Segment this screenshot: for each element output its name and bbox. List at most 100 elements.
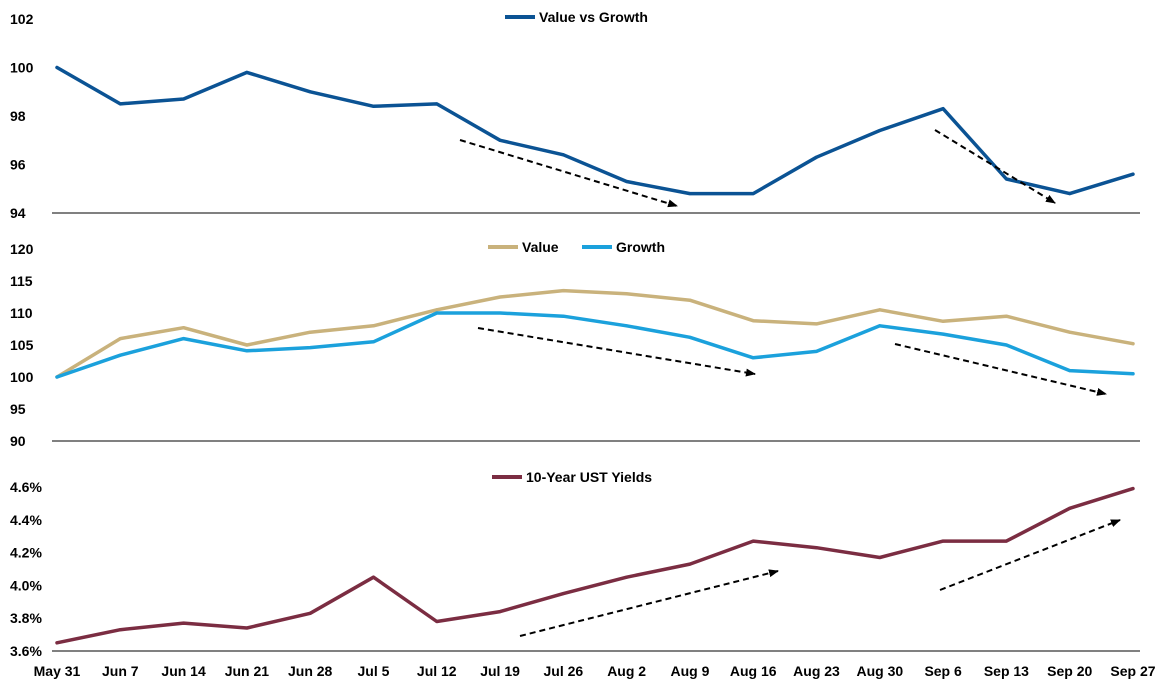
legend-label: Value vs Growth: [539, 9, 648, 25]
series-point: [1068, 506, 1072, 510]
series-point: [55, 375, 59, 379]
series-point: [941, 332, 945, 336]
series-point: [435, 102, 439, 106]
series-line-growth: [55, 311, 1135, 379]
series-point: [308, 346, 312, 350]
x-tick-label: Jul 26: [544, 663, 584, 679]
series-point: [118, 102, 122, 106]
series-point: [815, 155, 819, 159]
x-tick-label: Jun 14: [161, 663, 206, 679]
trend-arrow: [519, 569, 779, 637]
x-tick-label: Jul 5: [358, 663, 390, 679]
series-point: [1004, 539, 1008, 543]
trend-arrow: [934, 129, 1056, 204]
x-tick-label: Jun 21: [225, 663, 270, 679]
trend-arrow: [939, 519, 1121, 591]
trend-arrow: [894, 343, 1107, 396]
x-tick-label: Jul 19: [480, 663, 520, 679]
series-point: [308, 90, 312, 94]
series-point: [688, 192, 692, 196]
legend-label: 10-Year UST Yields: [526, 469, 652, 485]
series-point: [1004, 314, 1008, 318]
x-tick-label: Sep 13: [984, 663, 1029, 679]
series-point: [941, 107, 945, 111]
series-point: [245, 349, 249, 353]
x-tick-label: Aug 30: [856, 663, 903, 679]
series-point: [625, 292, 629, 296]
series-point: [688, 562, 692, 566]
series-point: [435, 311, 439, 315]
panel-3-y-tick-label: 4.6%: [10, 479, 42, 495]
x-tick-label: Jul 12: [417, 663, 457, 679]
series-point: [1068, 192, 1072, 196]
x-tick-label: Aug 2: [607, 663, 646, 679]
series-point: [1131, 372, 1135, 376]
series-point: [371, 324, 375, 328]
series-point: [751, 192, 755, 196]
series-point: [55, 66, 59, 69]
panel-3-y-tick-label: 4.4%: [10, 512, 42, 528]
panel-2-y-tick-label: 105: [10, 337, 34, 353]
series-point: [1131, 342, 1135, 346]
series-point: [625, 324, 629, 328]
series-point: [561, 314, 565, 318]
series-line-value: [55, 288, 1135, 379]
series-point: [308, 330, 312, 334]
series-point: [815, 546, 819, 550]
series-point: [245, 626, 249, 630]
panel-3-y-tick-label: 3.8%: [10, 610, 42, 626]
x-tick-label: Jun 28: [288, 663, 333, 679]
series-point: [498, 610, 502, 614]
series-point: [371, 340, 375, 344]
series-point: [1068, 330, 1072, 334]
series-point: [878, 308, 882, 312]
panel-2-y-tick-label: 90: [10, 433, 26, 449]
series-point: [1004, 177, 1008, 181]
x-tick-label: Sep 20: [1047, 663, 1092, 679]
series-point: [245, 70, 249, 74]
series-point: [435, 619, 439, 623]
series-point: [751, 539, 755, 543]
series-point: [55, 641, 59, 645]
series-point: [498, 295, 502, 299]
series-point: [751, 319, 755, 323]
series-point: [1068, 369, 1072, 373]
x-tick-label: May 31: [34, 663, 81, 679]
series-point: [625, 575, 629, 579]
legend-label: Value: [522, 239, 559, 255]
panel-3-y-tick-label: 4.0%: [10, 577, 42, 593]
x-tick-label: Aug 9: [670, 663, 709, 679]
panel-3-y-tick-label: 4.2%: [10, 545, 42, 561]
panel-1-y-tick-label: 100: [10, 60, 34, 76]
series-point: [1131, 487, 1135, 491]
series-point: [625, 179, 629, 183]
series-point: [815, 349, 819, 353]
series-point: [182, 337, 186, 341]
panel-2-y-tick-label: 110: [10, 305, 33, 321]
series-line-value-vs-growth: [55, 65, 1135, 196]
panel-1-y-tick-label: 98: [10, 108, 26, 124]
panel-3-y-tick-label: 3.6%: [10, 643, 42, 659]
series-point: [118, 353, 122, 357]
series-point: [815, 322, 819, 326]
series-point: [118, 337, 122, 341]
panel-1-y-tick-label: 94: [10, 205, 26, 221]
series-point: [688, 298, 692, 302]
series-point: [878, 129, 882, 133]
panel-2-y-tick-label: 100: [10, 369, 34, 385]
series-point: [1004, 343, 1008, 347]
x-tick-label: Sep 6: [924, 663, 962, 679]
series-point: [878, 324, 882, 328]
series-point: [561, 289, 565, 293]
series-point: [561, 592, 565, 596]
series-point: [371, 104, 375, 108]
panel-2-y-tick-label: 120: [10, 241, 34, 257]
series-point: [941, 539, 945, 543]
series-point: [561, 153, 565, 157]
panel-2-y-tick-label: 95: [10, 401, 26, 417]
series-point: [498, 311, 502, 315]
series-point: [371, 575, 375, 579]
series-point: [245, 343, 249, 347]
legend-label: Growth: [616, 239, 665, 255]
series-point: [1131, 172, 1135, 176]
